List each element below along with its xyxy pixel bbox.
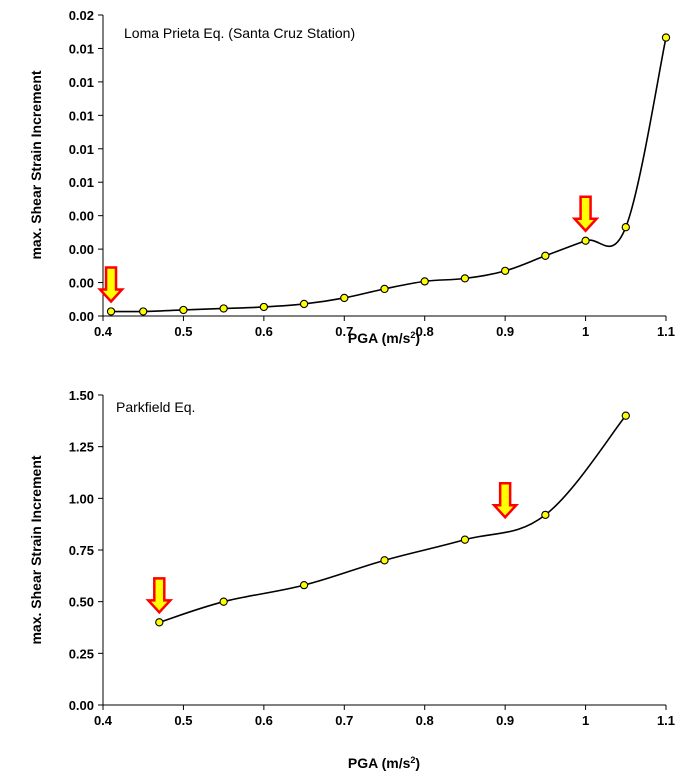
data-point — [299, 299, 309, 309]
data-point — [179, 305, 188, 315]
data-point — [581, 236, 590, 245]
y-tick-label: 0.01 — [69, 175, 94, 190]
arrow-markers — [97, 195, 600, 304]
x-tick-label: 0.6 — [255, 713, 273, 728]
x-tick-labels: 0.4 0.5 0.6 0.7 0.8 0.9 1 1.1 — [94, 713, 675, 728]
x-axis-title: PGA (m/s2) — [348, 330, 420, 346]
x-tick-label: 0.7 — [335, 324, 353, 339]
data-point — [420, 277, 429, 286]
data-point — [155, 618, 164, 627]
arrow-marker — [97, 266, 125, 304]
y-tick-label: 0.00 — [69, 242, 94, 257]
data-point — [299, 580, 309, 590]
x-tick-label: 0.8 — [416, 713, 434, 728]
chart-parkfield: Parkfield Eq. 0.00 0.25 0.50 0.75 1.00 1.25 1.… — [28, 388, 675, 771]
data-point — [460, 535, 470, 544]
y-tick-label: 0.75 — [69, 543, 94, 558]
x-tick-label: 0.5 — [174, 713, 192, 728]
y-tick-label: 0.01 — [69, 41, 94, 56]
x-tick-label: 1.1 — [657, 713, 675, 728]
x-tick-label: 0.4 — [94, 713, 113, 728]
data-point — [500, 266, 510, 275]
ticks — [98, 14, 667, 321]
x-tick-label: 0.5 — [174, 324, 192, 339]
data-point — [219, 597, 228, 606]
data-point — [661, 33, 671, 42]
y-tick-label: 1.00 — [69, 491, 94, 506]
x-tick-label: 1 — [582, 324, 589, 339]
ticks — [98, 394, 667, 710]
x-tick-label: 1.1 — [657, 324, 675, 339]
data-points — [155, 411, 630, 627]
x-tick-label: 1 — [582, 713, 589, 728]
y-tick-labels: 0.00 0.25 0.50 0.75 1.00 1.25 1.50 — [69, 388, 94, 713]
x-tick-label: 0.7 — [335, 713, 353, 728]
y-tick-label: 0.00 — [69, 698, 94, 713]
y-tick-label: 0.02 — [69, 8, 94, 23]
data-point — [621, 223, 630, 232]
series-line — [159, 415, 627, 624]
series-line — [111, 37, 667, 313]
y-tick-label: 0.00 — [69, 276, 94, 291]
chart-loma-prieta: Loma Prieta Eq. (Santa Cruz Station) 0.0… — [28, 8, 675, 346]
y-tick-labels: 0.00 0.00 0.00 0.00 0.01 0.01 0.01 0.01 0.01 0.02 — [69, 8, 94, 324]
y-tick-label: 0.00 — [69, 309, 94, 324]
y-tick-label: 0.01 — [69, 75, 94, 90]
y-axis-title: max. Shear Strain Increment — [28, 70, 44, 259]
x-tick-label: 0.4 — [94, 324, 113, 339]
x-axis-title: PGA (m/s2) — [348, 755, 420, 771]
data-point — [380, 284, 389, 294]
arrow-marker — [145, 577, 174, 615]
data-point — [340, 293, 349, 303]
x-tick-label: 0.8 — [416, 324, 434, 339]
data-point — [139, 307, 148, 316]
y-tick-label: 0.25 — [69, 646, 94, 661]
chart-title: Parkfield Eq. — [116, 399, 195, 415]
data-point — [541, 251, 550, 260]
data-point — [106, 307, 116, 316]
x-tick-label: 0.9 — [496, 713, 514, 728]
arrow-markers — [145, 482, 519, 615]
data-point — [259, 302, 269, 312]
x-tick-label: 0.6 — [255, 324, 273, 339]
arrow-marker — [571, 195, 600, 233]
y-tick-label: 1.25 — [69, 440, 94, 455]
y-tick-label: 0.01 — [69, 142, 94, 157]
x-tick-label: 0.9 — [496, 324, 514, 339]
arrow-marker — [491, 482, 519, 520]
y-tick-label: 0.50 — [69, 595, 94, 610]
y-tick-label: 1.50 — [69, 388, 94, 403]
data-point — [541, 510, 550, 520]
x-tick-labels: 0.4 0.5 0.6 0.7 0.8 0.9 1 1.1 — [94, 324, 675, 339]
chart-title: Loma Prieta Eq. (Santa Cruz Station) — [124, 25, 355, 41]
y-tick-label: 0.01 — [69, 108, 94, 123]
data-point — [219, 304, 228, 313]
data-point — [621, 411, 630, 420]
data-points — [106, 33, 671, 316]
data-point — [460, 274, 470, 283]
data-point — [380, 556, 389, 565]
y-tick-label: 0.00 — [69, 209, 94, 224]
y-axis-title: max. Shear Strain Increment — [28, 455, 44, 644]
